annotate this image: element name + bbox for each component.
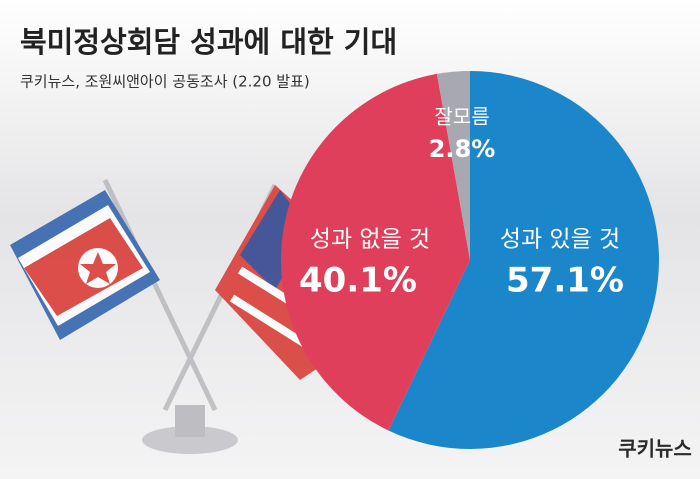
pie-slice xyxy=(281,73,470,431)
logo: 쿠키뉴스 xyxy=(618,437,692,461)
slice-label: 성과 있을 것 xyxy=(500,227,620,253)
value-label: 40.1% xyxy=(299,261,417,301)
value-label: 57.1% xyxy=(506,261,624,301)
chart-subtitle: 쿠키뉴스, 조원씨앤아이 공동조사 (2.20 발표) xyxy=(20,73,310,91)
pie-slice xyxy=(436,71,470,260)
value-label: 2.8% xyxy=(429,135,496,163)
slice-label: 성과 없을 것 xyxy=(310,227,430,253)
slice-label: 잘모름 xyxy=(434,105,489,129)
chart-title: 북미정상회담 성과에 대한 기대 xyxy=(20,25,397,59)
pie-slice xyxy=(388,71,660,449)
